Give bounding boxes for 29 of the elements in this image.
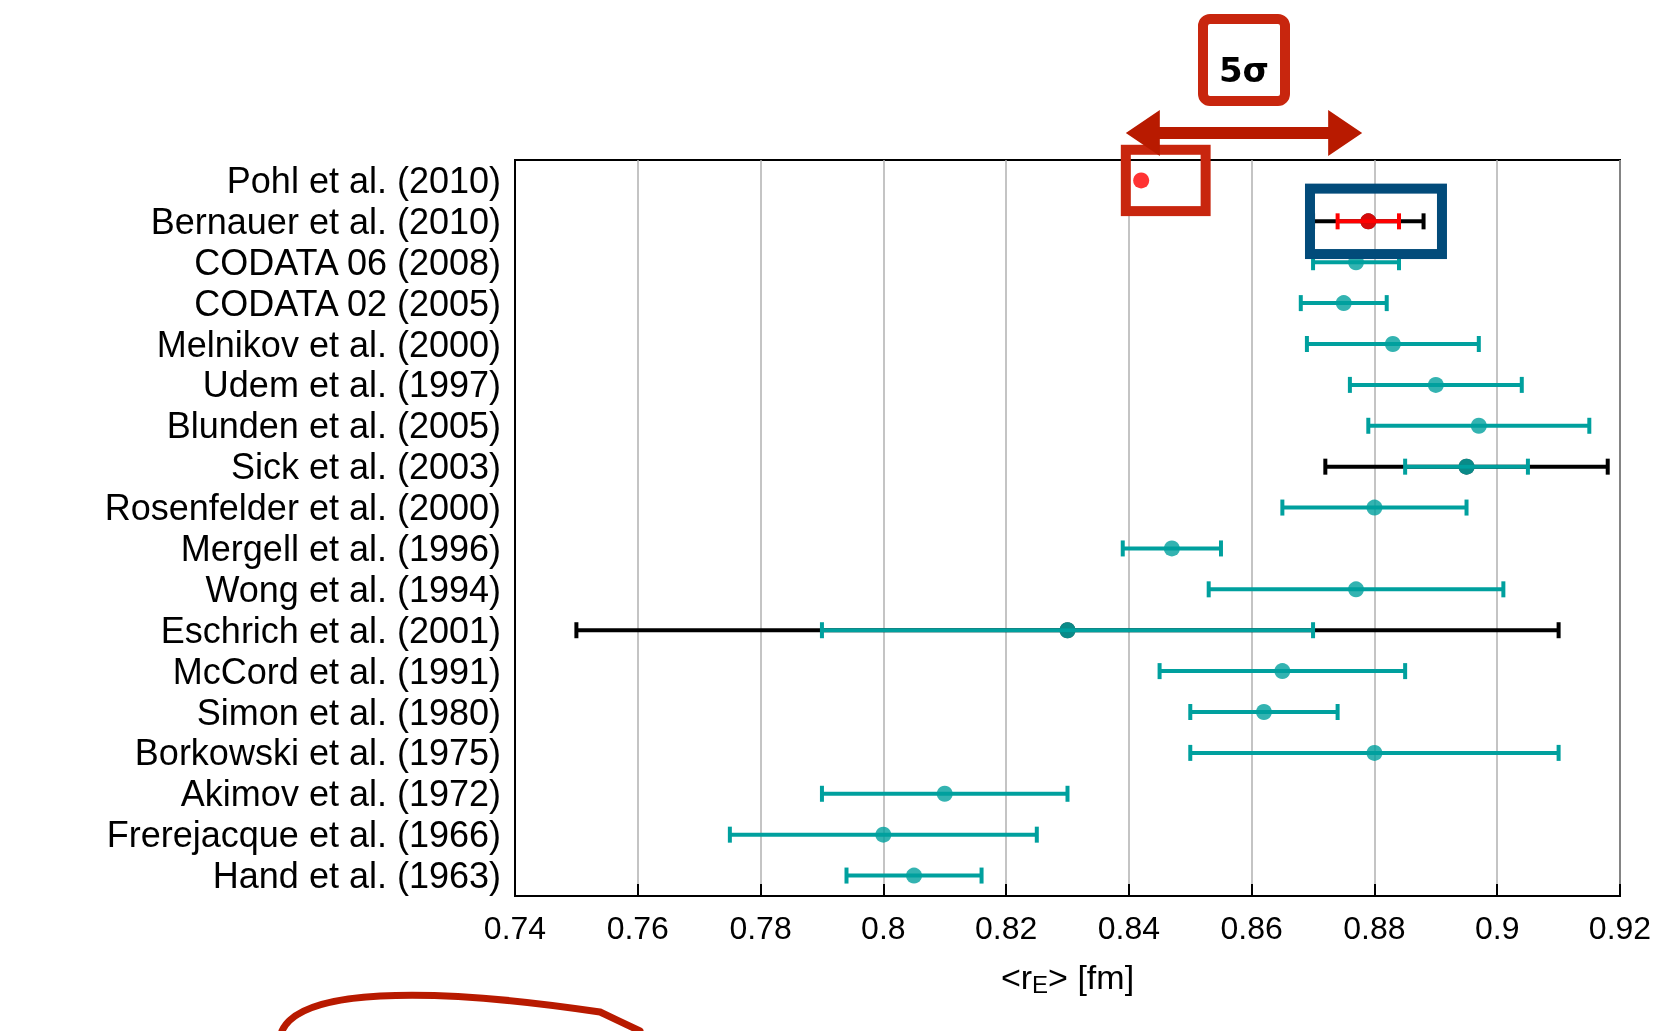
y-tick-label: Udem et al. (1997) xyxy=(202,364,501,406)
y-tick-label: Akimov et al. (1972) xyxy=(180,773,501,815)
x-tick-label: 0.9 xyxy=(1474,910,1520,946)
x-tick-label: 0.84 xyxy=(1097,910,1161,946)
x-tick-label: 0.8 xyxy=(861,910,906,946)
y-tick-label: Mergell et al. (1996) xyxy=(180,527,501,569)
y-tick-label: Blunden et al. (2005) xyxy=(166,405,501,447)
y-tick-label: CODATA 02 (2005) xyxy=(194,282,501,324)
y-tick-label: Pohl et al. (2010) xyxy=(226,159,501,201)
y-tick-label: Bernauer et al. (2010) xyxy=(150,200,501,242)
y-tick-label: McCord et al. (1991) xyxy=(172,650,501,692)
y-tick-label: Hand et al. (1963) xyxy=(212,855,501,897)
y-tick-label: Eschrich et al. (2001) xyxy=(160,609,501,651)
x-tick-label: 0.82 xyxy=(974,910,1038,946)
sigma-label-box: 5σ xyxy=(1198,14,1290,106)
x-tick-label: 0.74 xyxy=(483,910,547,946)
y-tick-label: Rosenfelder et al. (2000) xyxy=(104,487,501,529)
y-tick-label: Sick et al. (2003) xyxy=(230,446,501,488)
y-tick-label: Frerejacque et al. (1966) xyxy=(106,814,501,856)
x-tick-label: 0.92 xyxy=(1588,910,1652,946)
y-tick-label: Simon et al. (1980) xyxy=(196,691,501,733)
x-tick-label: 0.88 xyxy=(1343,910,1406,946)
y-tick-label: Wong et al. (1994) xyxy=(205,568,501,610)
x-tick-label: 0.78 xyxy=(729,910,792,946)
y-tick-label: Borkowski et al. (1975) xyxy=(134,732,501,774)
x-tick-label: 0.76 xyxy=(606,910,669,946)
y-tick-label: CODATA 06 (2008) xyxy=(194,241,501,283)
y-tick-label: Melnikov et al. (2000) xyxy=(156,323,501,365)
x-tick-label: 0.86 xyxy=(1220,910,1283,946)
